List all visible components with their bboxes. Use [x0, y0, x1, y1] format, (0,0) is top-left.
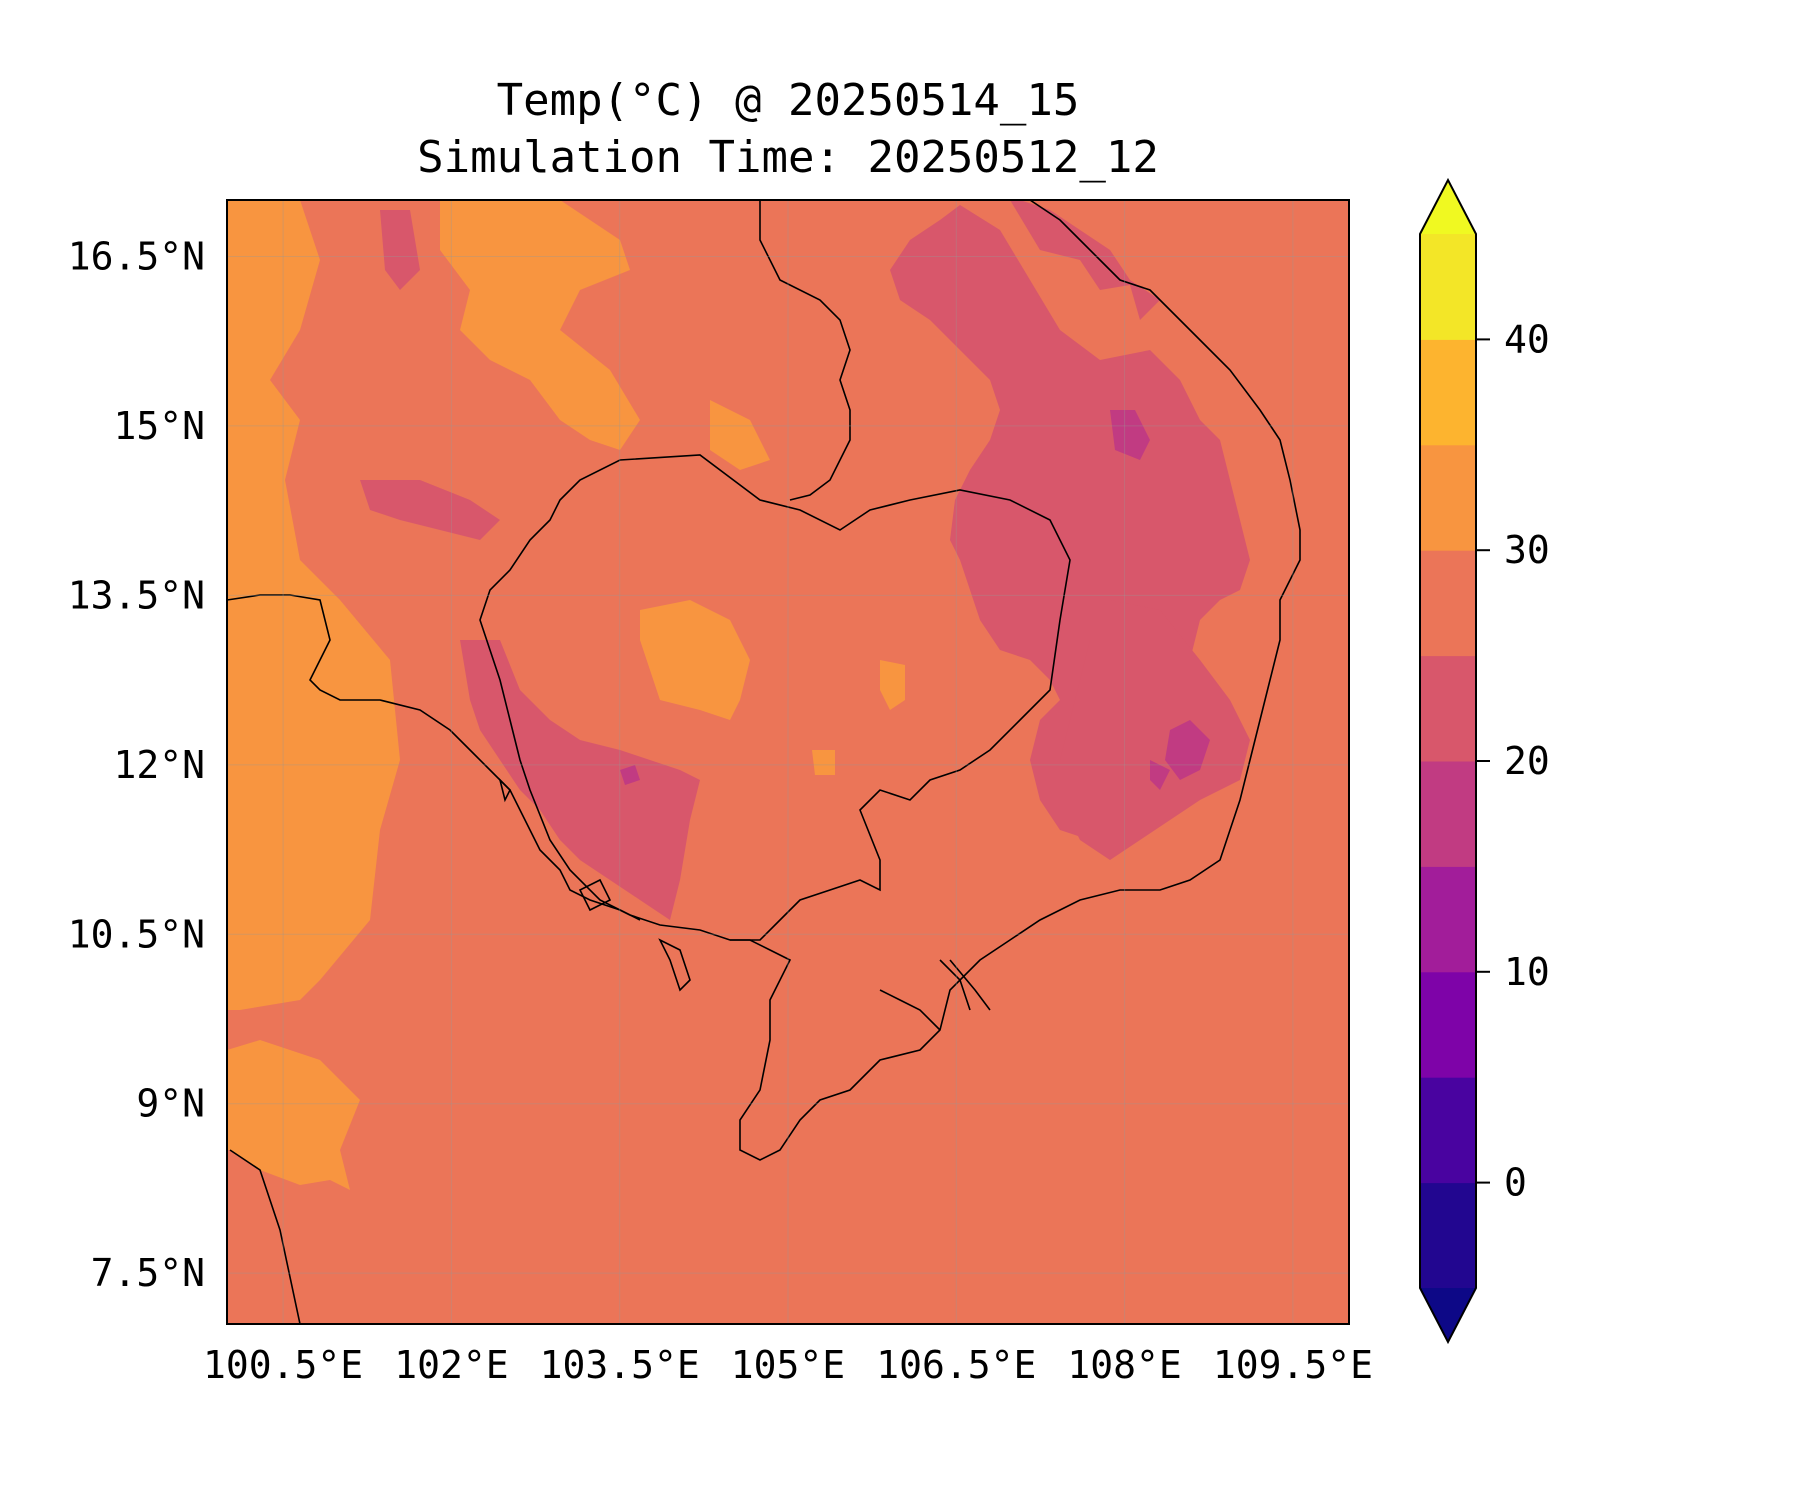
- colorbar-segment: [1420, 550, 1476, 657]
- y-tick-label: 10.5°N: [68, 912, 205, 956]
- border-cambodia: [479, 454, 1071, 941]
- map-frame: [226, 199, 1350, 1325]
- y-axis: 16.5°N 15°N 13.5°N 12°N 10.5°N 9°N 7.5°N: [68, 234, 205, 1295]
- colorbar-ticks: 0 10 20 30 40: [1476, 317, 1550, 1205]
- y-tick-label: 12°N: [113, 743, 205, 787]
- coastlines-borders: [227, 200, 1301, 1324]
- coastline-west: [227, 594, 641, 921]
- band-20-25-south-east: [1060, 600, 1250, 860]
- colorbar-segment: [1420, 761, 1476, 867]
- x-tick-label: 109.5°E: [1213, 1343, 1373, 1387]
- colorbar-segment: [1420, 971, 1476, 1078]
- x-tick-label: 102°E: [394, 1343, 508, 1387]
- map-panel: [226, 199, 1350, 1325]
- coastline-mekong: [879, 959, 991, 1031]
- colorbar-segment: [1420, 1182, 1476, 1289]
- map-gridlines: [227, 200, 1349, 1324]
- y-tick-label: 15°N: [113, 404, 205, 448]
- band-15-20-east-2: [1165, 720, 1210, 780]
- x-tick-label: 108°E: [1067, 1343, 1181, 1387]
- band-15-20-east-1: [1110, 410, 1150, 460]
- colorbar-tick-label: 40: [1504, 317, 1550, 361]
- colorbar-segment: [1420, 339, 1476, 446]
- y-tick-label: 7.5°N: [91, 1251, 205, 1295]
- colorbar-tick-label: 20: [1504, 739, 1550, 783]
- coastline-gulf-islands: [229, 777, 691, 1324]
- colorbar-outline: [1419, 177, 1477, 1345]
- band-15-20-regions: [620, 410, 1210, 790]
- colorbar-segment: [1420, 655, 1476, 762]
- y-tick-label: 13.5°N: [68, 573, 205, 617]
- colorbar-segments: [1420, 234, 1476, 1289]
- colorbar-tick-label: 10: [1504, 950, 1550, 994]
- colorbar-over-triangle: [1420, 180, 1476, 234]
- band-20-25-north-strip: [360, 480, 500, 540]
- x-tick-label: 105°E: [731, 1343, 845, 1387]
- band-30-35-north-2: [710, 400, 770, 470]
- band-20-25-cardamom: [460, 640, 700, 920]
- band-20-25-north-2: [380, 210, 420, 290]
- colorbar: 0 10 20 30 40: [1419, 177, 1550, 1345]
- colorbar-tick-label: 0: [1504, 1161, 1527, 1205]
- colorbar-segment: [1420, 1077, 1476, 1184]
- coastline-east: [730, 200, 1301, 1161]
- band-30-35-southwest: [227, 1040, 360, 1190]
- x-tick-label: 100.5°E: [203, 1343, 363, 1387]
- title-line-1: Temp(°C) @ 20250514_15: [497, 75, 1080, 126]
- band-20-25-regions: [360, 200, 1250, 920]
- band-30-35-north: [440, 200, 640, 450]
- band-15-20-east-3: [1150, 760, 1170, 790]
- colorbar-segment: [1420, 866, 1476, 973]
- band-30-35-east: [812, 750, 835, 775]
- colorbar-segment: [1420, 444, 1476, 551]
- y-tick-label: 9°N: [136, 1082, 205, 1126]
- colorbar-under-triangle: [1420, 1288, 1476, 1342]
- temperature-fields: [227, 200, 1250, 1190]
- band-15-20-west: [620, 765, 640, 785]
- x-axis: 100.5°E 102°E 103.5°E 105°E 106.5°E 108°…: [203, 1343, 1373, 1387]
- title-line-2: Simulation Time: 20250512_12: [417, 132, 1159, 183]
- band-30-35-west-strip: [227, 200, 400, 1010]
- band-30-35-tonle-sap: [640, 600, 750, 720]
- y-tick-label: 16.5°N: [68, 234, 205, 278]
- x-tick-label: 106.5°E: [876, 1343, 1036, 1387]
- colorbar-segment: [1420, 234, 1476, 340]
- colorbar-tick-label: 30: [1504, 528, 1550, 572]
- band-30-35-central: [880, 660, 905, 710]
- border-thailand-laos: [759, 200, 851, 501]
- x-tick-label: 103.5°E: [540, 1343, 700, 1387]
- band-30-35-regions: [227, 200, 905, 1190]
